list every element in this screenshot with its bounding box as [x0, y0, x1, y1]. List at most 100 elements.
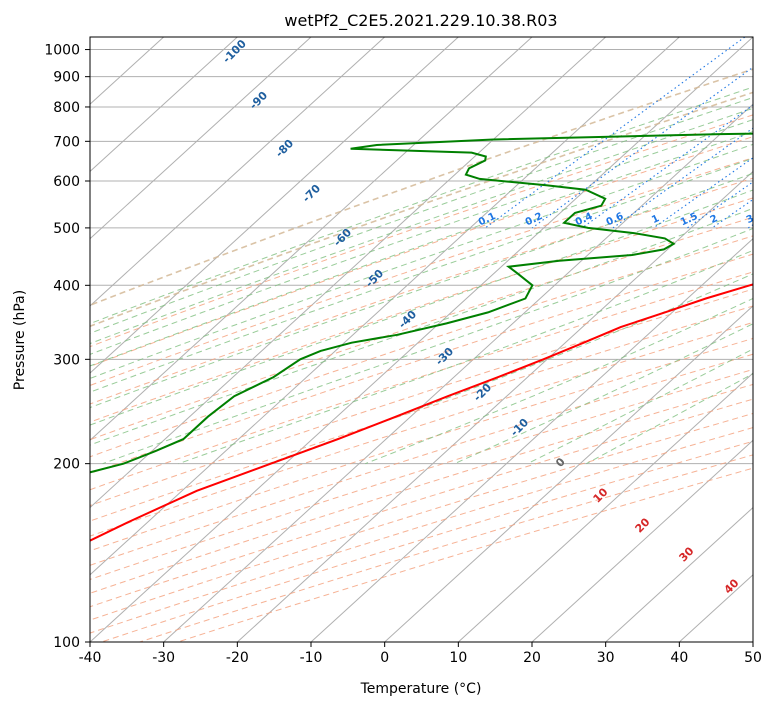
- dry-adiabat: [90, 68, 753, 307]
- x-tick-label: -20: [226, 650, 249, 666]
- x-axis: -40 -30 -20 -10 0 10 20 30 40 50: [79, 642, 762, 666]
- mixing-ratio-label: 4: [771, 213, 775, 226]
- temperature-profile: [90, 283, 753, 542]
- mixing-ratio-line: [581, 104, 753, 229]
- dry-adiabat: [90, 216, 753, 441]
- dry-adiabat: [90, 91, 753, 328]
- plot-area: -100-90-80-70-60-50-40-30-20-10010203040…: [90, 37, 775, 642]
- isotherm-line: [90, 37, 680, 576]
- dry-adiabat-label: -40: [396, 308, 419, 331]
- dry-adiabat-label: 20: [633, 515, 653, 535]
- dry-adiabat: [101, 440, 753, 642]
- moist-adiabat: [586, 373, 753, 465]
- chart-title: wetPf2_C2E5.2021.229.10.38.R03: [284, 11, 557, 31]
- y-tick-label: 100: [53, 635, 80, 651]
- dry-adiabat-label: -20: [471, 381, 494, 404]
- moist-adiabat: [102, 227, 753, 465]
- x-tick-label: 10: [449, 650, 467, 666]
- moist-adiabat: [90, 131, 753, 367]
- isotherm-line: [90, 37, 533, 442]
- mixing-ratio-line: [653, 157, 753, 229]
- moist-adiabat: [90, 143, 753, 379]
- dewpoint-profile: [90, 132, 753, 474]
- moist-adiabats: [90, 86, 753, 465]
- y-tick-label: 500: [53, 221, 80, 237]
- x-tick-label: -10: [300, 650, 323, 666]
- y-tick-label: 200: [53, 457, 80, 473]
- skewed-isotherm-grid: [90, 37, 753, 642]
- mixing-ratio-lines: [484, 37, 753, 229]
- moist-adiabat: [454, 323, 753, 465]
- isotherm-line: [752, 641, 753, 642]
- plot-frame: [89, 36, 754, 643]
- x-tick-label: 20: [523, 650, 541, 666]
- moist-adiabat: [90, 157, 753, 393]
- isotherm-line: [90, 37, 753, 642]
- isotherm-line: [90, 37, 607, 509]
- moist-adiabat: [90, 86, 753, 325]
- dry-adiabat-label: -70: [300, 182, 323, 205]
- y-tick-label: 300: [53, 352, 80, 368]
- mixing-ratio-line: [747, 223, 753, 229]
- isotherm-line: [90, 37, 312, 240]
- moist-adiabat: [90, 189, 753, 426]
- mixing-ratio-label: 1: [650, 213, 661, 226]
- dry-adiabat: [90, 321, 753, 537]
- y-tick-label: 1000: [44, 43, 80, 59]
- dry-adiabat: [90, 271, 753, 491]
- dry-adiabat: [90, 177, 753, 405]
- mixing-ratio-line: [687, 181, 753, 229]
- dry-adiabat-label: -80: [273, 137, 296, 160]
- moist-adiabat: [90, 96, 753, 334]
- dry-adiabat: [90, 427, 753, 634]
- x-tick-label: -40: [79, 650, 102, 666]
- dry-adiabat-label: 0: [553, 455, 568, 470]
- mixing-ratio-label: 0.2: [524, 211, 545, 228]
- y-tick-label: 400: [53, 278, 80, 294]
- isotherm-line: [90, 37, 238, 173]
- y-axis-label: Pressure (hPa): [12, 290, 28, 390]
- moist-adiabat: [90, 172, 753, 409]
- moist-adiabat: [178, 249, 753, 465]
- dry-adiabat: [90, 353, 753, 566]
- dry-adiabat-label: -60: [331, 226, 354, 249]
- mixing-ratio-line: [484, 37, 746, 229]
- dry-adiabat-label: 40: [722, 576, 742, 596]
- sounding-profiles: [90, 132, 753, 542]
- x-tick-label: 30: [597, 650, 615, 666]
- x-tick-label: -30: [152, 650, 175, 666]
- y-tick-label: 900: [53, 70, 80, 86]
- isotherm-line: [90, 37, 386, 307]
- x-axis-label: Temperature (°C): [360, 681, 482, 697]
- moist-adiabat: [90, 107, 753, 345]
- dry-adiabat-label: -10: [508, 416, 531, 439]
- isotherm-line: [310, 237, 753, 642]
- mixing-ratio-label: 2: [709, 213, 720, 226]
- y-tick-label: 700: [53, 134, 80, 150]
- isotherm-line: [90, 37, 459, 374]
- x-tick-label: 40: [670, 650, 688, 666]
- dry-adiabat-label: -30: [433, 345, 456, 368]
- moist-adiabat: [90, 207, 753, 446]
- isotherm-line: [605, 506, 753, 642]
- dry-adiabat-label: 10: [591, 485, 611, 505]
- moist-adiabat: [365, 297, 753, 465]
- mixing-ratio-label: 1.5: [679, 211, 700, 228]
- dry-adiabat: [90, 114, 753, 348]
- mixing-ratio-label: 3: [745, 213, 756, 226]
- mixing-ratio-label: 0.6: [605, 211, 626, 228]
- dry-adiabat-label: -100: [220, 37, 249, 66]
- x-tick-label: 50: [744, 650, 762, 666]
- isobar-grid: [90, 49, 753, 642]
- moist-adiabat: [90, 119, 753, 355]
- mixing-ratio-label: 0.1: [477, 211, 498, 228]
- y-tick-label: 600: [53, 174, 80, 190]
- y-tick-label: 800: [53, 100, 80, 116]
- isotherm-line: [457, 372, 753, 642]
- x-tick-label: 0: [380, 650, 389, 666]
- isotherm-line: [384, 305, 753, 642]
- isotherm-line: [236, 170, 753, 642]
- isotherm-line: [531, 439, 753, 642]
- isotherm-line: [163, 103, 753, 642]
